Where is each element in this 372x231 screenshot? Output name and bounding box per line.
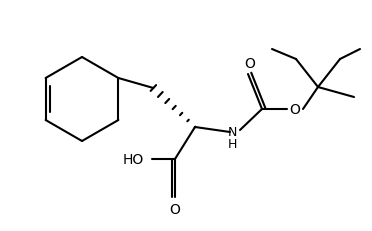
Text: HO: HO <box>123 152 144 166</box>
Text: O: O <box>170 202 180 216</box>
Text: O: O <box>244 57 256 71</box>
Text: O: O <box>289 103 301 116</box>
Text: N
H: N H <box>227 125 237 150</box>
